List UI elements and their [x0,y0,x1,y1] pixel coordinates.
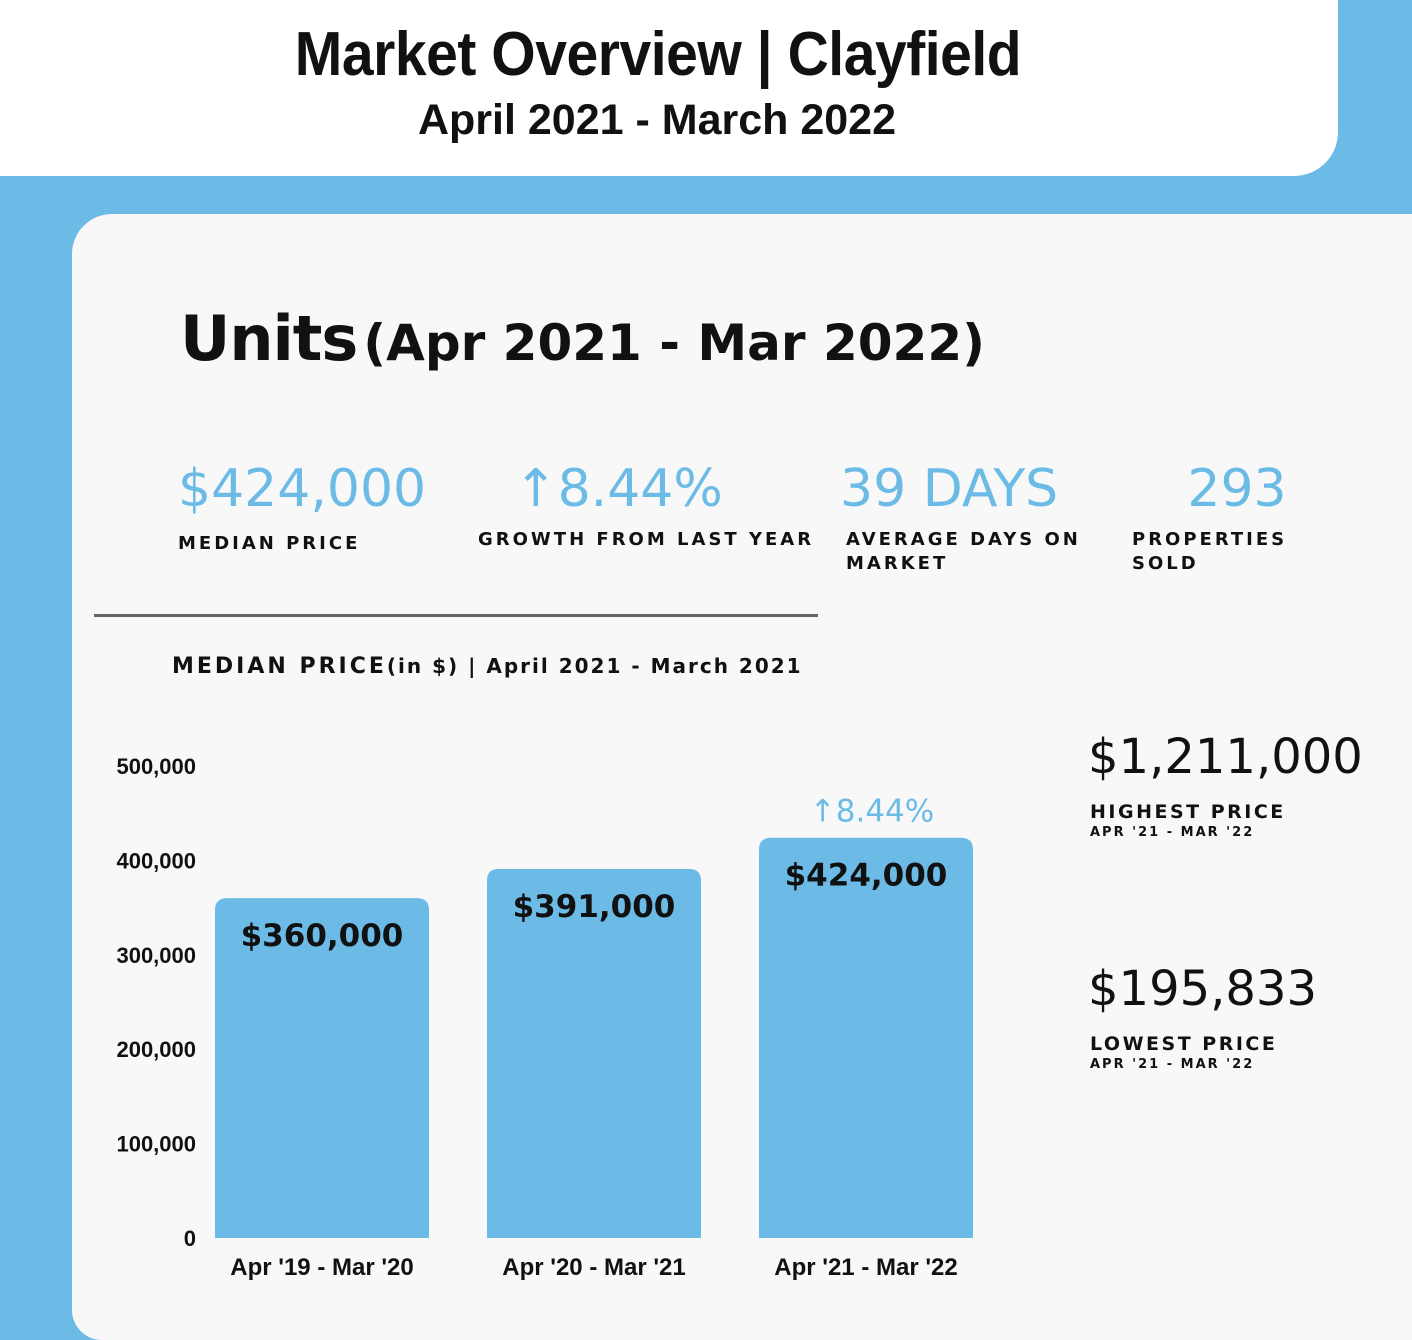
y-tick-label: 500,000 [116,754,196,779]
highest-price-value: $1,211,000 [1088,729,1363,785]
section-title: Units (Apr 2021 - Mar 2022) [180,302,985,375]
arrow-up-icon: ↑ [514,459,558,519]
y-tick-label: 200,000 [116,1037,196,1062]
y-tick-label: 400,000 [116,848,196,873]
bar [215,898,429,1238]
bar-value-label: $391,000 [513,889,676,925]
stat-days-on-market: 39 DAYS AVERAGE DAYS ON MARKET [840,458,1081,576]
highest-price-range: APR '21 - MAR '22 [1090,825,1255,840]
chart-title-main: MEDIAN PRICE [172,654,387,679]
arrow-up-icon: ↑ [810,794,836,830]
divider [94,614,818,617]
x-tick-label: Apr '20 - Mar '21 [502,1254,685,1281]
page-title: Market Overview | Clayfield [294,20,1022,89]
stat-days-label-line1: AVERAGE DAYS ON [846,529,1081,550]
growth-annotation-text: 8.44% [836,794,934,830]
y-tick-label: 100,000 [116,1132,196,1157]
bar-value-label: $360,000 [241,918,404,954]
lowest-price-label: LOWEST PRICE [1090,1033,1278,1055]
growth-annotation: ↑8.44% [810,794,934,830]
y-tick-label: 0 [184,1226,196,1251]
chart-title: MEDIAN PRICE(in $) | April 2021 - March … [172,654,803,679]
x-tick-label: Apr '19 - Mar '20 [230,1254,413,1281]
highest-price-label: HIGHEST PRICE [1090,801,1286,823]
stat-median-price: $424,000 MEDIAN PRICE [178,458,426,556]
stat-growth-value: 8.44% [557,459,723,519]
page-subtitle: April 2021 - March 2022 [417,96,897,144]
stat-properties-label: PROPERTIES SOLD [1132,529,1288,574]
stat-properties-sold: 293 PROPERTIES SOLD [1132,458,1342,576]
stat-days-value: 39 DAYS [840,459,1059,519]
lowest-price-range: APR '21 - MAR '22 [1090,1057,1255,1072]
stat-growth-value-row: ↑8.44% [478,458,814,520]
stat-properties-value: 293 [1187,459,1287,519]
bar [487,868,701,1238]
header-banner: Market Overview | Clayfield April 2021 -… [0,0,1338,176]
y-tick-label: 300,000 [116,943,196,968]
stat-median-price-value: $424,000 [178,459,427,519]
chart-title-sub: (in $) | April 2021 - March 2021 [386,654,803,678]
section-title-main: Units [180,302,358,375]
stat-growth-label: GROWTH FROM LAST YEAR [478,529,815,550]
section-title-range: (Apr 2021 - Mar 2022) [363,314,985,372]
bar-value-label: $424,000 [785,858,948,894]
stat-growth: ↑8.44% GROWTH FROM LAST YEAR [478,458,814,552]
x-tick-label: Apr '21 - Mar '22 [774,1254,957,1281]
bar [759,837,973,1238]
stat-days-label-line2: MARKET [846,553,949,574]
lowest-price-value: $195,833 [1088,961,1318,1017]
stat-median-price-label: MEDIAN PRICE [178,533,361,554]
